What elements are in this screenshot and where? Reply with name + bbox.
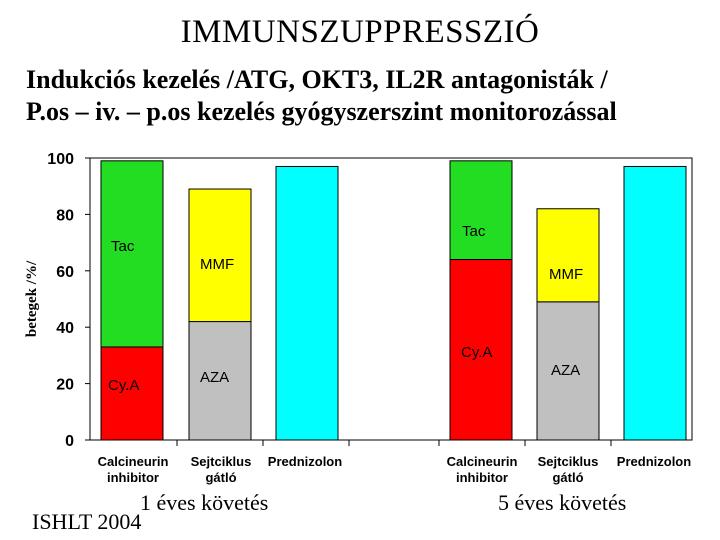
segment-label: Cy.A: [108, 377, 139, 394]
segment-label: MMF: [200, 256, 234, 273]
bar-segment: [536, 301, 600, 441]
bar-segment: [623, 165, 687, 441]
bar-segment: [449, 160, 513, 261]
bar-segment: [536, 208, 600, 303]
category-label: gátló: [552, 470, 583, 485]
y-tick-label: 100: [47, 151, 74, 168]
y-tick-label: 20: [56, 377, 74, 394]
category-label: Calcineurin: [447, 454, 518, 469]
category-label: Calcineurin: [98, 454, 169, 469]
subtitle-line-2: P.os – iv. – p.os kezelés gyógyszerszint…: [26, 97, 617, 126]
group-label-2: 5 éves követés: [498, 490, 627, 515]
bar-segment: [188, 188, 252, 323]
segment-label: AZA: [551, 362, 580, 379]
category-label: Prednizolon: [617, 454, 691, 469]
segment-label: Cy.A: [461, 344, 492, 361]
bar-segment: [449, 259, 513, 441]
y-tick-label: 60: [56, 264, 74, 281]
plot-frame: [89, 157, 693, 441]
y-tick-label: 0: [65, 433, 74, 450]
bar-segment: [100, 346, 164, 441]
y-axis-label: betegek /%/: [24, 260, 40, 337]
slide-subtitle: Indukciós kezelés /ATG, OKT3, IL2R antag…: [26, 64, 716, 128]
category-label: Sejtciklus: [191, 454, 252, 469]
bar-segment: [100, 160, 164, 348]
category-label: Sejtciklus: [538, 454, 599, 469]
category-label: Prednizolon: [268, 454, 342, 469]
group-label-1: 1 éves követés: [140, 490, 269, 515]
segment-label: MMF: [549, 266, 583, 283]
y-tick-label: 40: [56, 320, 74, 337]
y-tick-label: 80: [56, 207, 74, 224]
segment-label: AZA: [200, 369, 229, 386]
bar-segment: [275, 165, 339, 441]
segment-label: Tac: [111, 238, 135, 255]
slide-title: IMMUNSZUPPRESSZIÓ: [180, 14, 540, 50]
source-label: ISHLT 2004: [32, 509, 142, 534]
category-label: inhibitor: [456, 470, 508, 485]
category-label: inhibitor: [107, 470, 159, 485]
category-label: gátló: [205, 470, 236, 485]
segment-label: Tac: [462, 223, 486, 240]
subtitle-line-1: Indukciós kezelés /ATG, OKT3, IL2R antag…: [26, 65, 608, 94]
